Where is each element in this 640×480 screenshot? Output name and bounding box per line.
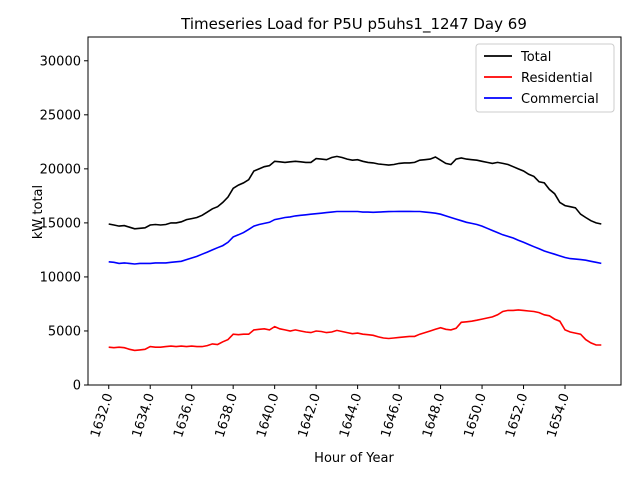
y-tick-label: 10000 bbox=[40, 270, 81, 285]
plot-area-frame bbox=[87, 36, 622, 386]
chart-legend: Total Residential Commercial bbox=[475, 43, 615, 113]
series-line-residential bbox=[108, 309, 602, 352]
legend-label-commercial: Commercial bbox=[521, 92, 599, 107]
legend-label-total: Total bbox=[520, 50, 551, 65]
y-tick-label: 25000 bbox=[40, 108, 81, 123]
chart-title: Timeseries Load for P5U p5uhs1_1247 Day … bbox=[180, 15, 527, 34]
series-line-commercial bbox=[108, 210, 602, 265]
legend-box bbox=[475, 43, 615, 113]
series-line-total bbox=[108, 155, 602, 230]
y-tick-label: 30000 bbox=[40, 54, 81, 69]
legend-label-residential: Residential bbox=[521, 71, 593, 86]
x-axis-label: Hour of Year bbox=[314, 451, 394, 466]
y-axis-label: kW total bbox=[31, 185, 46, 239]
y-tick-label: 15000 bbox=[40, 216, 81, 231]
series-group bbox=[108, 155, 602, 352]
y-tick-label: 0 bbox=[73, 379, 81, 394]
y-tick-label: 20000 bbox=[40, 162, 81, 177]
y-tick-label: 5000 bbox=[48, 324, 81, 339]
y-axis-ticks: 0 5000 10000 15000 20000 25000 30000 bbox=[40, 54, 88, 394]
